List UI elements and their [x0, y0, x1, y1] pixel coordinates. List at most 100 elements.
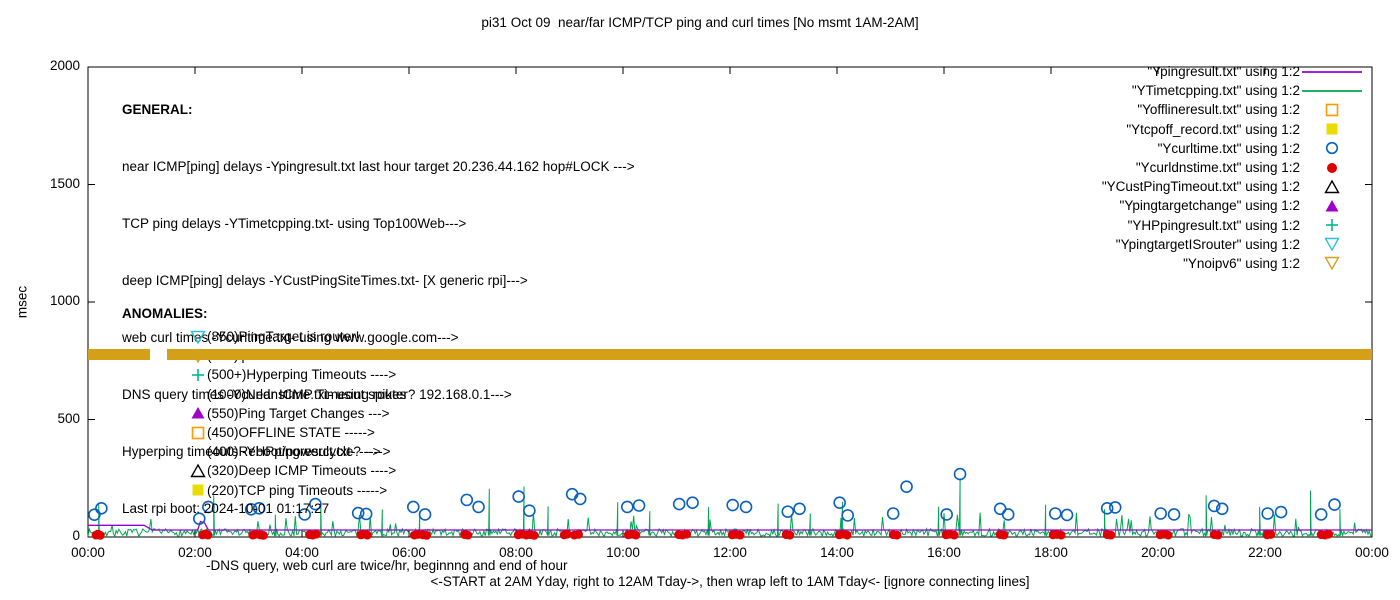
legend-marker — [1300, 255, 1364, 271]
x-axis-label: <-START at 2AM Yday, right to 12AM Tday-… — [430, 574, 1030, 589]
legend-item: "YHPpingresult.txt" using 1:2 — [1102, 216, 1364, 235]
x-tick-label: 04:00 — [285, 545, 319, 560]
point-Ycurltime.txt — [993, 502, 1007, 516]
square-open-icon — [191, 426, 205, 439]
x-tick-label: 10:00 — [606, 545, 640, 560]
point-Ycurltime.txt — [1207, 499, 1221, 513]
point-Ycurltime.txt — [472, 500, 485, 514]
x-tick-label: 00:00 — [71, 545, 105, 560]
point-Ycurldnstime.txt — [574, 530, 583, 539]
point-Ycurldnstime.txt — [259, 530, 268, 540]
point-Ycurltime.txt — [88, 508, 101, 521]
point-Ycurltime.txt — [244, 502, 258, 516]
point-Ycurltime.txt — [886, 507, 900, 520]
general-line: Hyperping timeouts -YHPpingresult.txt- -… — [122, 444, 381, 459]
anomaly-marker — [190, 405, 207, 421]
point-Ycurldnstime.txt — [631, 530, 641, 540]
x-tick-label: 14:00 — [820, 545, 854, 560]
point-Ycurltime.txt — [726, 498, 739, 512]
point-Ycurltime.txt — [1215, 502, 1229, 516]
point-Ycurltime.txt — [192, 512, 206, 525]
legend-item: "Yofflineresult.txt" using 1:2 — [1102, 100, 1364, 119]
point-Ycurltime.txt — [1154, 507, 1167, 520]
anomaly-item: (550)Ping Target Changes ---> — [190, 404, 406, 423]
legend-marker — [1300, 160, 1364, 176]
x-tick-label: 00:00 — [1355, 545, 1389, 560]
square-filled-icon — [1326, 123, 1338, 135]
anomalies-list: (850)PingTarget is router!(725)ipv6 fail… — [122, 327, 406, 500]
point-Ycurltime.txt — [573, 492, 587, 506]
anomaly-marker — [190, 329, 207, 345]
point-Ycurldnstime.txt — [422, 530, 432, 540]
point-Ycurldnstime.txt — [949, 530, 959, 540]
legend-label: "Ypingresult.txt" using 1:2 — [1147, 64, 1300, 80]
anomaly-marker — [190, 482, 207, 498]
triangle-up-open-icon — [190, 463, 206, 478]
point-Ycurldnstime.txt — [682, 529, 692, 539]
anomaly-marker — [190, 367, 207, 383]
point-Ycurltime.txt — [632, 499, 646, 512]
triangle-up-filled-icon — [1325, 199, 1339, 212]
point-Ycurltime.txt — [953, 467, 967, 481]
chart-title: pi31 Oct 09 near/far ICMP/TCP ping and c… — [481, 15, 919, 30]
point-Ycurldnstime.txt — [1106, 530, 1116, 540]
point-Ycurltime.txt — [406, 500, 420, 514]
anomaly-label: (500+)Hyperping Timeouts ----> — [207, 367, 397, 383]
anomaly-label: (550)Ping Target Changes ---> — [207, 405, 390, 421]
anomaly-marker — [190, 425, 207, 441]
point-Ycurltime.txt — [1261, 507, 1274, 520]
general-line: DNS query times -Ycurldnstime.txt- using… — [122, 387, 512, 402]
y-tick-label: 1000 — [49, 293, 80, 308]
point-Ycurltime.txt — [841, 509, 855, 522]
circle-open-icon — [1325, 142, 1339, 155]
x-tick-label: 16:00 — [927, 545, 961, 560]
point-Ycurldnstime.txt — [1266, 530, 1276, 539]
anomaly-marker — [190, 386, 207, 402]
legend-label: "Ycurldnstime.txt" using 1:2 — [1135, 160, 1300, 176]
legend-marker — [1300, 140, 1364, 156]
triangle-down-open-icon — [190, 330, 206, 345]
point-Ycurltime.txt — [359, 507, 373, 521]
point-Ycurltime.txt — [298, 508, 311, 521]
anomaly-label: (220)TCP ping Timeouts -----> — [207, 482, 388, 498]
legend-label: "Yofflineresult.txt" using 1:2 — [1137, 102, 1300, 118]
legend-label: "YpingtargetISrouter" using 1:2 — [1115, 236, 1300, 252]
anomaly-item: (500+)Hyperping Timeouts ----> — [190, 365, 406, 384]
point-Ycurltime.txt — [95, 502, 108, 515]
legend-label: "YCustPingTimeout.txt" using 1:2 — [1101, 179, 1300, 195]
point-Ycurldnstime.txt — [362, 530, 372, 540]
anomaly-label: (850)PingTarget is router! — [207, 329, 360, 345]
y-tick-label: 2000 — [49, 58, 80, 73]
legend-label: "YTimetcpping.txt" using 1:2 — [1131, 83, 1300, 99]
y-tick-label: 1500 — [49, 175, 80, 191]
legend-label: "YHPpingresult.txt" using 1:2 — [1127, 217, 1300, 233]
legend-item: "Ypingresult.txt" using 1:2 — [1102, 62, 1364, 81]
legend-marker — [1300, 198, 1364, 214]
square-open-icon — [1325, 103, 1339, 117]
legend-label: "Ycurltime.txt" using 1:2 — [1157, 140, 1300, 156]
y-tick-label: 500 — [57, 410, 80, 426]
legend-label: "Ypingtargetchange" using 1:2 — [1119, 198, 1300, 214]
point-Ycurltime.txt — [252, 502, 266, 515]
point-Ycurltime.txt — [739, 500, 753, 514]
square-filled-icon — [192, 484, 204, 496]
y-tick-label: 0 — [72, 528, 80, 543]
point-Ycurltime.txt — [309, 497, 322, 511]
point-Ycurltime.txt — [781, 505, 795, 518]
band-Ynoipv6 — [167, 349, 1372, 361]
anomalies-notes: ANOMALIES: (850)PingTarget is router!(72… — [122, 304, 406, 500]
point-Ycurldnstime.txt — [463, 530, 473, 540]
point-Ycurltime.txt — [1314, 508, 1328, 521]
legend-item: "YTimetcpping.txt" using 1:2 — [1102, 81, 1364, 100]
legend-item: "Ycurltime.txt" using 1:2 — [1102, 139, 1364, 158]
series-Ypingresult.txt — [88, 520, 1372, 531]
x-tick-label: 08:00 — [499, 545, 533, 560]
point-Ycurldnstime.txt — [999, 530, 1009, 540]
general-heading: GENERAL: — [122, 102, 193, 117]
plus-icon — [192, 368, 204, 381]
point-Ycurltime.txt — [1001, 508, 1015, 521]
point-Ycurltime.txt — [940, 508, 953, 521]
x-tick-label: 12:00 — [713, 545, 747, 560]
point-Ycurltime.txt — [523, 504, 536, 517]
